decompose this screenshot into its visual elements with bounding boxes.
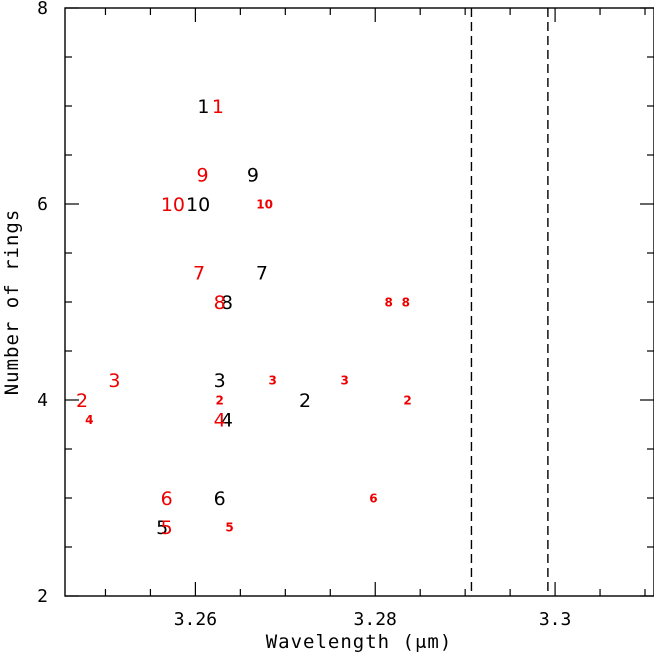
axis-ticks [65,7,654,597]
data-point-label: 3 [108,370,120,392]
data-point-label: 5 [156,517,168,539]
y-tick-label: 8 [37,0,48,19]
data-point-label: 2 [299,390,311,412]
data-point-label: 8 [402,295,410,309]
data-point-label: 3 [340,374,348,388]
data-point-label: 5 [161,517,173,539]
data-point-label: 2 [76,390,88,412]
data-point-label: 4 [85,413,93,427]
y-axis-title: Number of rings [1,209,23,396]
data-point-label: 9 [247,164,259,186]
data-point-label: 3 [214,370,226,392]
data-point-label: 7 [193,262,205,284]
y-tick-label: 6 [37,194,48,215]
data-point-label: 10 [186,194,210,216]
data-point-label: 6 [369,491,377,505]
x-tick-label: 3.3 [539,609,572,630]
data-point-label: 4 [221,409,233,431]
data-point-label: 2 [215,393,223,407]
data-point-label: 2 [403,393,411,407]
x-axis-title: Wavelength (μm) [266,631,453,653]
data-point-label: 10 [256,197,273,211]
reference-lines [470,8,549,596]
data-point-label: 7 [256,262,268,284]
data-point-label: 4 [214,409,226,431]
data-point-label: 9 [197,164,209,186]
data-point-label: 6 [161,488,173,510]
data-point-label: 8 [214,292,226,314]
data-point-label: 6 [214,488,226,510]
data-point-label: 5 [225,521,233,535]
data-point-label: 8 [221,292,233,314]
data-point-label: 10 [161,194,185,216]
data-point-label: 8 [385,295,393,309]
data-point-label: 1 [212,96,224,118]
data-point-label: 3 [269,374,277,388]
x-tick-label: 3.26 [174,609,217,630]
y-tick-label: 2 [37,586,48,607]
y-tick-label: 4 [37,390,48,411]
x-tick-label: 3.28 [354,609,397,630]
plot-frame [64,7,654,597]
data-point-label: 1 [197,96,209,118]
